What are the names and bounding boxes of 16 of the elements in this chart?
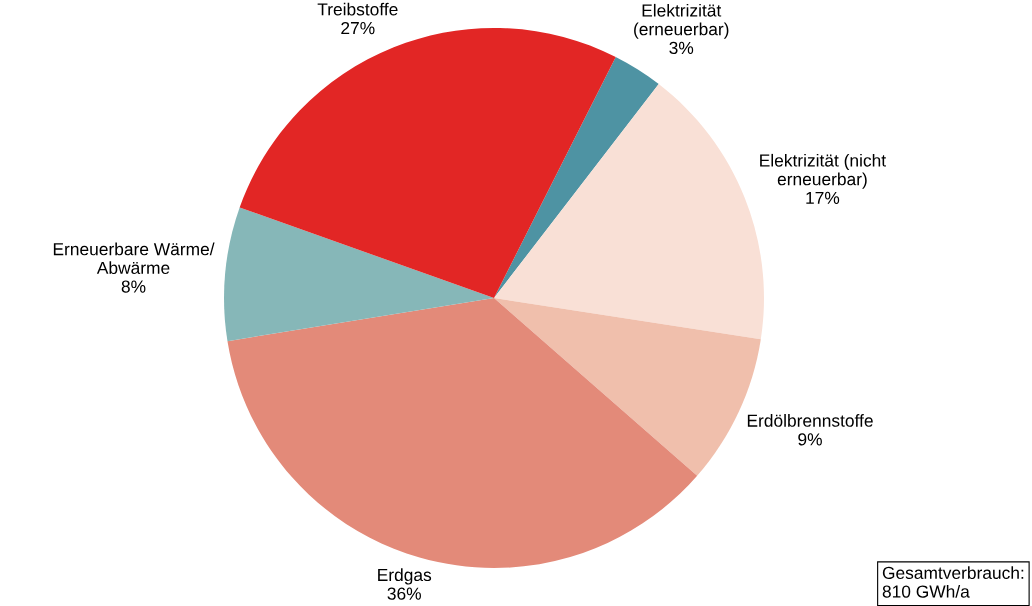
data-label: 9% <box>798 433 822 446</box>
pie-slice <box>227 298 698 568</box>
slice-label: Elektrizität (erneuerbar) <box>634 3 729 39</box>
data-label: 3% <box>669 41 694 55</box>
slice-label: Erdölbrennstoffe <box>747 414 873 427</box>
text: Gesamtverbrauch: 810 GWh/a <box>882 566 1024 598</box>
slice-label: Erdgas <box>378 568 432 585</box>
slice-label: Elektrizität (nicht erneuerbar) <box>760 153 886 189</box>
data-label: 27% <box>341 21 375 35</box>
slice-label: Treibstoffe <box>317 2 398 16</box>
pie-slice <box>494 57 659 298</box>
data-label: 8% <box>121 280 146 293</box>
slice-label: Erneuerbare Wärme/ Abwärme <box>53 242 215 275</box>
pie-slice <box>224 207 494 342</box>
data-label: 36% <box>387 587 421 600</box>
data-label: 17% <box>806 191 840 204</box>
